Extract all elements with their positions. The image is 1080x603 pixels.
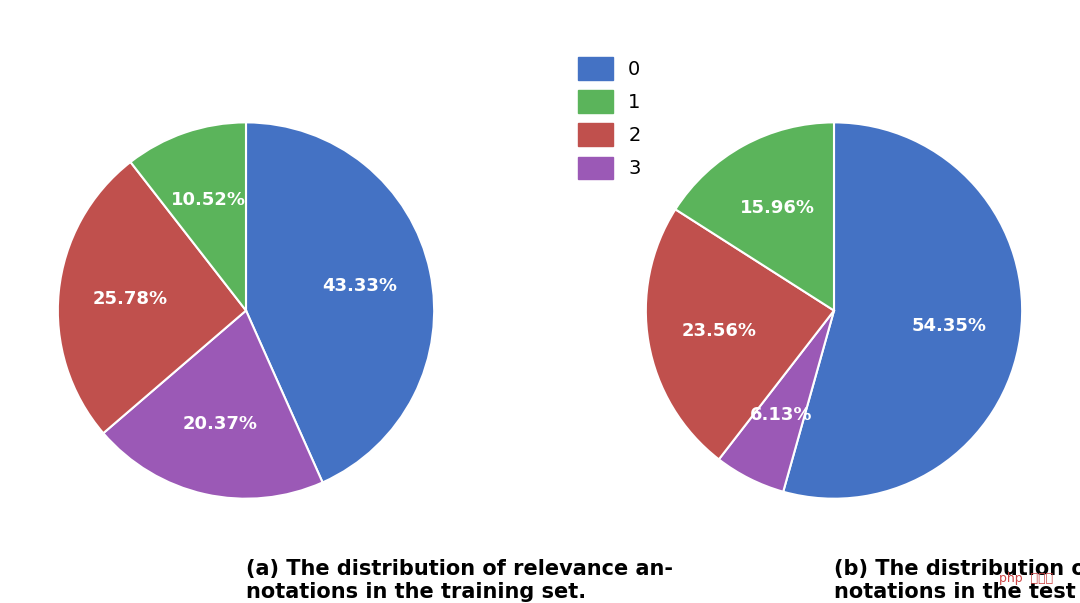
Wedge shape xyxy=(719,311,834,491)
Text: 23.56%: 23.56% xyxy=(681,321,757,339)
Wedge shape xyxy=(104,311,323,499)
Text: 20.37%: 20.37% xyxy=(183,415,258,434)
Wedge shape xyxy=(246,122,434,482)
Wedge shape xyxy=(675,122,834,311)
Wedge shape xyxy=(58,162,246,433)
Legend: 0, 1, 2, 3: 0, 1, 2, 3 xyxy=(568,48,650,189)
Text: php  中文网: php 中文网 xyxy=(999,572,1053,585)
Text: 10.52%: 10.52% xyxy=(171,191,245,209)
Text: 25.78%: 25.78% xyxy=(93,290,167,308)
Text: (b) The distribution of relevance an-
notations in the test set.: (b) The distribution of relevance an- no… xyxy=(834,559,1080,602)
Text: 6.13%: 6.13% xyxy=(751,406,813,424)
Text: (a) The distribution of relevance an-
notations in the training set.: (a) The distribution of relevance an- no… xyxy=(246,559,673,602)
Wedge shape xyxy=(131,122,246,311)
Text: 15.96%: 15.96% xyxy=(741,199,815,217)
Wedge shape xyxy=(783,122,1022,499)
Text: 54.35%: 54.35% xyxy=(913,317,987,335)
Wedge shape xyxy=(646,209,834,459)
Text: 43.33%: 43.33% xyxy=(323,277,397,295)
